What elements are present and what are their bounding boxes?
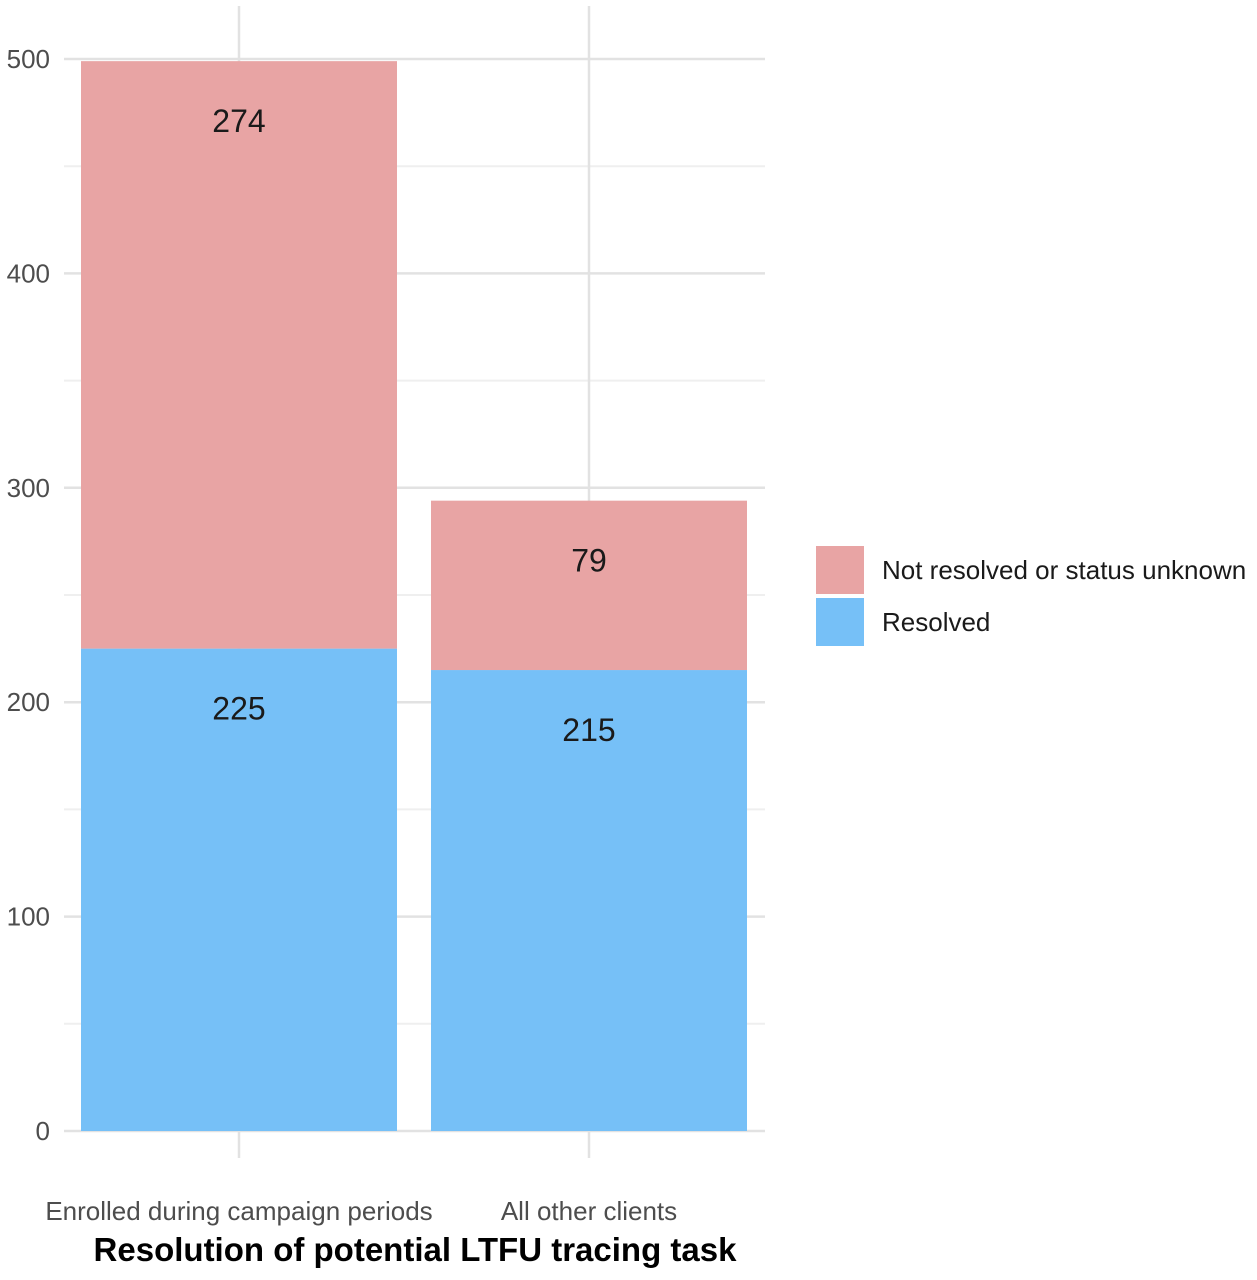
bar-segment xyxy=(81,61,397,649)
bar-value-label: 215 xyxy=(562,712,615,748)
y-tick-label: 100 xyxy=(7,902,50,932)
legend: Not resolved or status unknown Resolved xyxy=(816,546,1246,646)
y-tick-label: 200 xyxy=(7,687,50,717)
bar-value-label: 274 xyxy=(212,103,265,139)
y-tick-label: 0 xyxy=(36,1116,50,1146)
x-tick-label: All other clients xyxy=(501,1196,677,1226)
legend-label: Not resolved or status unknown xyxy=(882,555,1246,585)
x-axis-tick-labels: Enrolled during campaign periods All othe… xyxy=(45,1196,677,1226)
bars xyxy=(81,61,747,1131)
y-axis-tick-labels: 0 100 200 300 400 500 xyxy=(7,44,50,1146)
bar-value-label: 225 xyxy=(212,691,265,727)
y-tick-label: 400 xyxy=(7,258,50,288)
y-tick-label: 500 xyxy=(7,44,50,74)
legend-label: Resolved xyxy=(882,607,990,637)
bar-segment xyxy=(431,500,747,671)
bar-segment xyxy=(81,648,397,1131)
bar-value-label: 79 xyxy=(571,543,607,579)
x-axis-title: Resolution of potential LTFU tracing tas… xyxy=(94,1231,738,1268)
legend-key xyxy=(816,598,864,646)
bar-value-labels: 225 274 215 79 xyxy=(212,103,615,748)
x-tick-label: Enrolled during campaign periods xyxy=(45,1196,432,1226)
y-tick-label: 300 xyxy=(7,473,50,503)
legend-key xyxy=(816,546,864,594)
bar-segment xyxy=(431,670,747,1131)
